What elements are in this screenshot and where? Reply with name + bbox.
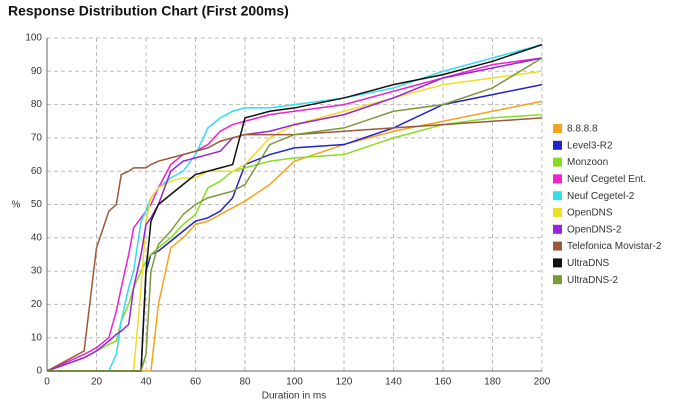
legend-swatch [553, 140, 562, 150]
x-tick-label: 180 [484, 377, 501, 388]
legend-swatch [553, 191, 562, 201]
x-tick-label: 0 [44, 377, 50, 388]
legend-swatch [553, 275, 562, 285]
legend-label: UltraDNS-2 [567, 275, 619, 286]
y-tick-label: 100 [25, 33, 42, 44]
chart-title: Response Distribution Chart (First 200ms… [8, 3, 289, 19]
legend-swatch [553, 157, 562, 167]
legend-swatch [553, 241, 562, 251]
legend-swatch [553, 258, 562, 268]
y-tick-label: 20 [31, 299, 43, 310]
legend-label: 8.8.8.8 [567, 124, 598, 135]
x-tick-label: 100 [286, 377, 303, 388]
legend-label: OpenDNS-2 [567, 224, 622, 235]
legend-swatch [553, 224, 562, 234]
x-tick-label: 140 [385, 377, 402, 388]
series-line [46, 57, 543, 372]
x-axis-label: Duration in ms [262, 391, 326, 402]
x-tick-label: 120 [336, 377, 353, 388]
x-tick-label: 40 [140, 377, 152, 388]
legend-label: Level3-R2 [567, 140, 613, 151]
series-line [46, 117, 543, 372]
legend-swatch [553, 208, 562, 217]
series-line [46, 113, 543, 372]
x-tick-label: 20 [91, 377, 103, 388]
y-tick-label: 70 [31, 133, 43, 144]
legend-label: Neuf Cegetel-2 [567, 191, 635, 202]
series-line [47, 57, 543, 372]
y-axis-label: % [12, 200, 21, 211]
legend-label: OpenDNS [567, 208, 613, 219]
y-tick-label: 90 [31, 66, 43, 77]
y-tick-label: 60 [31, 166, 43, 177]
legend-swatch [553, 174, 562, 184]
y-tick-label: 80 [31, 99, 43, 110]
x-tick-label: 60 [190, 377, 202, 388]
x-tick-label: 160 [435, 377, 452, 388]
legend-swatch [553, 124, 562, 133]
y-tick-label: 10 [31, 332, 43, 343]
legend-label: UltraDNS [567, 258, 610, 269]
legend-label: Telefonica Movistar-2 [567, 241, 662, 252]
y-tick-label: 0 [36, 366, 42, 377]
legend-label: Neuf Cegetel Ent. [567, 174, 646, 185]
series-line [46, 57, 543, 372]
y-tick-label: 30 [31, 266, 43, 277]
x-tick-label: 80 [239, 377, 251, 388]
y-tick-label: 50 [31, 199, 43, 210]
legend-label: Monzoon [567, 157, 608, 168]
x-tick-label: 200 [534, 377, 551, 388]
y-tick-label: 40 [31, 232, 43, 243]
